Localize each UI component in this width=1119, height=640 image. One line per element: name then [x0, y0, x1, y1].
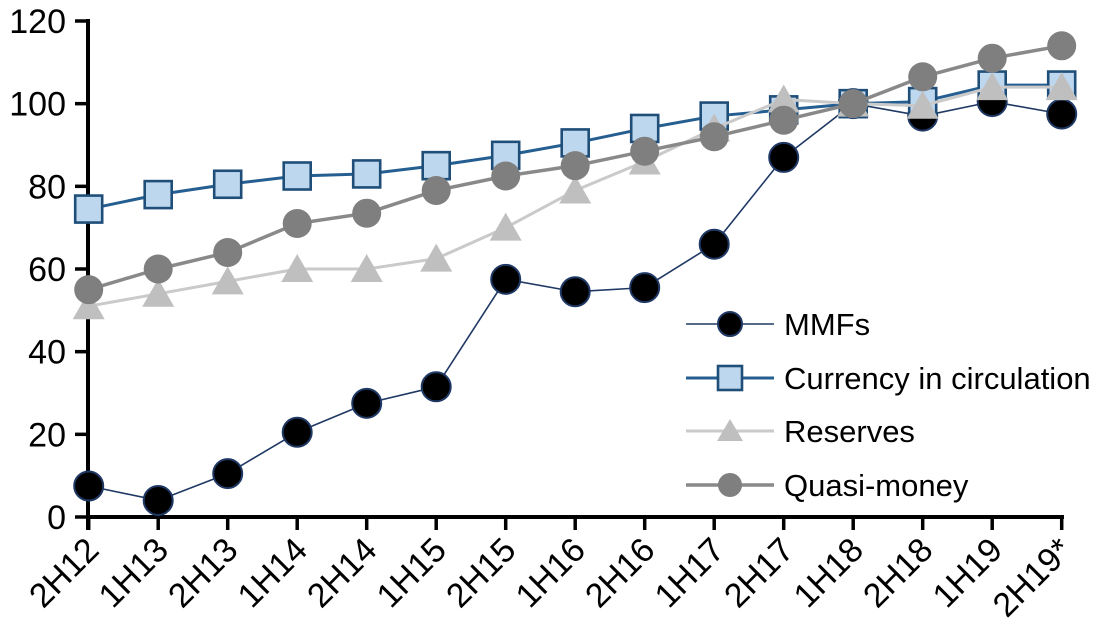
x-axis-tick-label: 2H13 [161, 531, 245, 615]
x-axis-tick-label: 2H14 [300, 531, 384, 615]
data-point-marker [143, 254, 173, 284]
data-point-marker [282, 161, 313, 191]
x-axis-tick-label: 1H15 [370, 531, 454, 615]
data-point-marker [908, 62, 938, 92]
legend-label: Currency in circulation [784, 361, 1091, 396]
data-point-marker [1047, 31, 1077, 61]
data-point-marker [769, 105, 799, 135]
data-point-marker [491, 161, 521, 191]
data-point-marker [421, 175, 451, 205]
data-point-marker [142, 278, 175, 307]
data-point-marker [73, 194, 104, 224]
y-axis-tick-label: 120 [9, 3, 66, 41]
x-axis-tick-label: 1H14 [231, 531, 315, 615]
data-point-marker [489, 212, 522, 241]
data-point-marker [559, 175, 592, 204]
data-point-marker [351, 387, 383, 419]
data-point-marker [717, 311, 743, 337]
legend-label: MMFs [784, 307, 870, 342]
data-point-marker [716, 364, 744, 392]
x-axis-tick-label: 2H19* [986, 531, 1080, 625]
data-point-marker [629, 272, 661, 304]
data-point-marker [212, 458, 244, 490]
data-point-marker [560, 151, 590, 181]
data-point-marker [698, 228, 730, 260]
data-point-marker [350, 254, 383, 282]
data-point-marker [351, 159, 382, 189]
x-axis-tick-label: 1H16 [509, 531, 593, 615]
data-point-marker [420, 243, 453, 272]
x-axis-tick-label: 2H12 [22, 531, 106, 615]
data-point-marker [211, 266, 244, 295]
y-axis-tick-label: 100 [9, 86, 66, 124]
x-axis-tick-label: 1H17 [648, 531, 732, 615]
legend-label: Quasi-money [784, 468, 969, 503]
y-axis-tick-label: 80 [28, 168, 66, 206]
data-point-marker [74, 275, 104, 305]
data-point-marker [142, 484, 174, 516]
legend-label: Reserves [784, 414, 915, 449]
data-point-marker [490, 263, 522, 295]
y-axis-tick-label: 20 [28, 416, 66, 454]
y-axis-tick-label: 40 [28, 334, 66, 372]
y-axis-tick-label: 0 [47, 499, 66, 537]
data-point-marker [73, 470, 105, 502]
data-point-marker [767, 84, 800, 113]
data-point-marker [143, 179, 173, 210]
x-axis-tick-label: 2H17 [717, 531, 801, 615]
data-point-marker [717, 419, 743, 441]
data-point-marker [1046, 98, 1078, 130]
data-point-marker [977, 43, 1007, 73]
data-point-marker [976, 72, 1009, 101]
data-point-marker [213, 237, 243, 267]
x-axis-tick-label: 2H18 [856, 531, 940, 615]
data-point-marker [420, 371, 452, 403]
data-point-marker [281, 254, 314, 282]
x-axis-tick-label: 1H18 [787, 531, 871, 615]
data-point-marker [906, 90, 939, 119]
data-point-marker [1045, 72, 1078, 101]
data-point-marker [838, 89, 868, 119]
x-axis-tick-label: 1H13 [92, 531, 176, 615]
data-point-marker [699, 122, 729, 152]
data-point-marker [282, 209, 312, 239]
data-point-marker [352, 198, 382, 228]
data-point-marker [281, 416, 313, 448]
data-point-marker [768, 141, 800, 173]
data-point-marker [421, 150, 452, 181]
x-axis-tick-label: 2H16 [578, 531, 662, 615]
data-point-marker [630, 136, 660, 166]
data-point-marker [559, 276, 591, 308]
data-point-marker [718, 473, 742, 497]
data-point-marker [72, 291, 105, 320]
y-axis-tick-label: 60 [28, 251, 66, 289]
data-point-marker [212, 169, 243, 200]
x-axis-tick-label: 2H15 [439, 531, 523, 615]
